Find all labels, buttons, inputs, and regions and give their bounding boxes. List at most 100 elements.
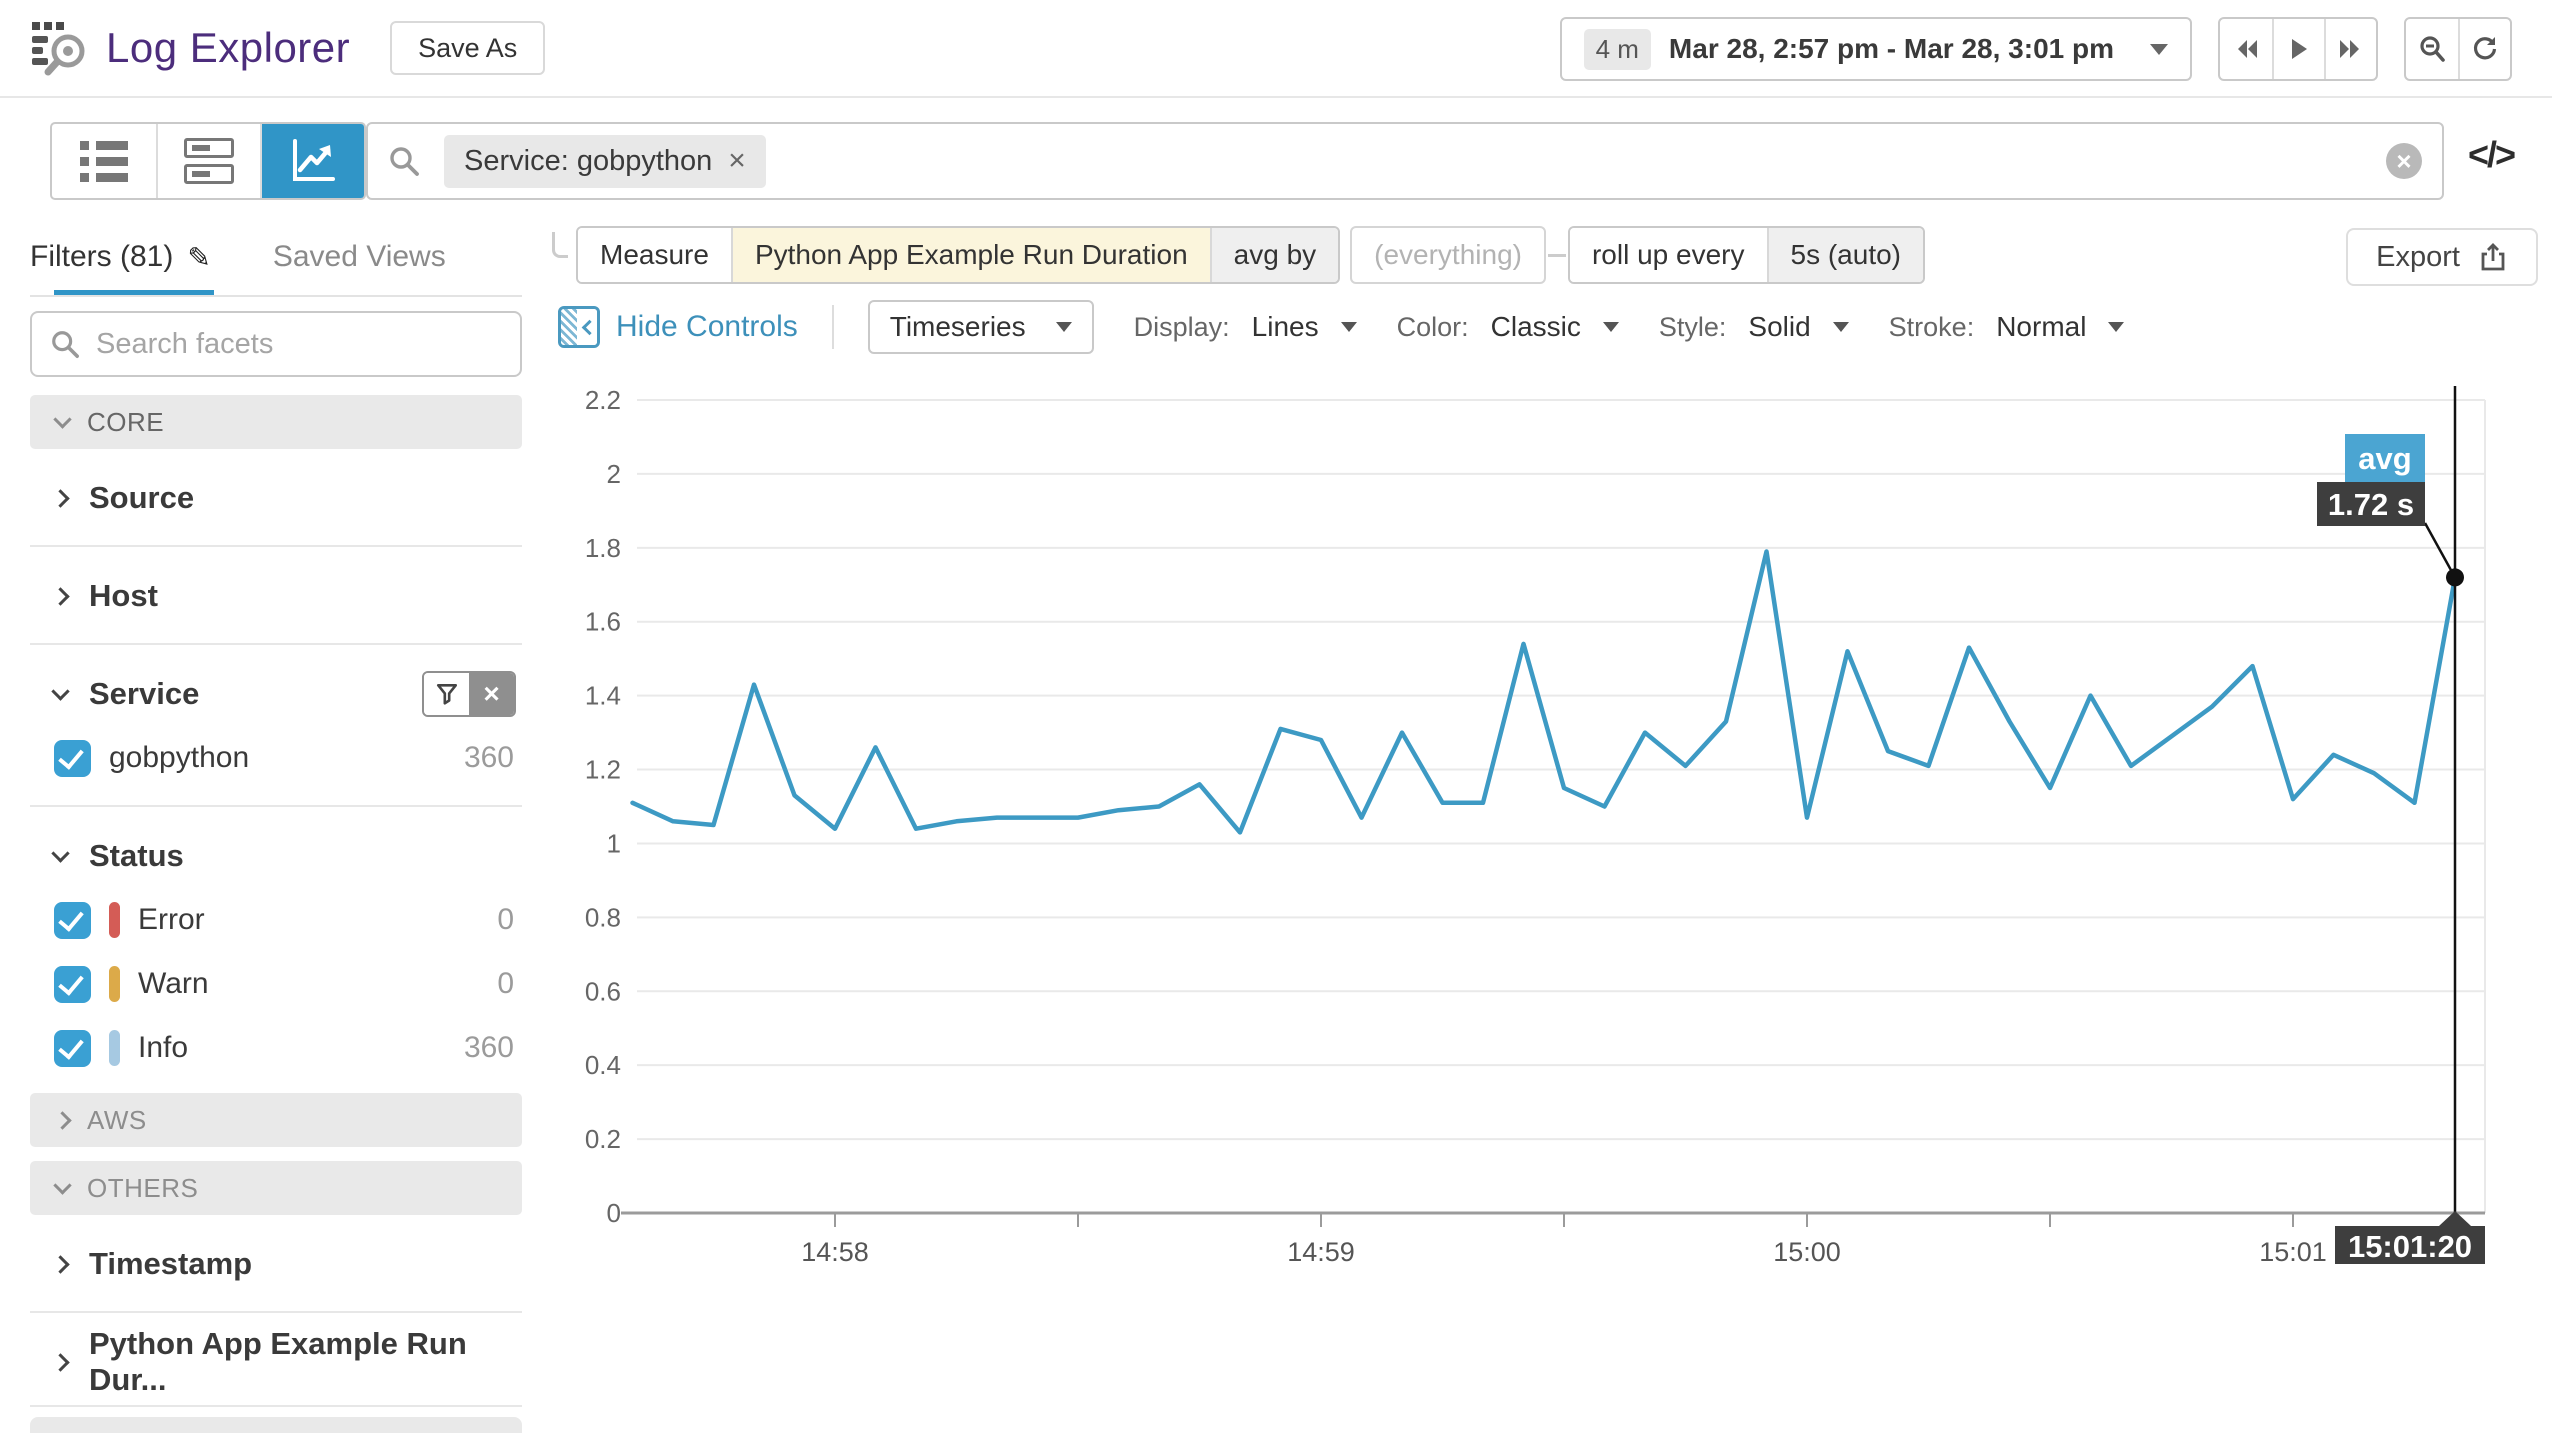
hide-controls-link[interactable]: Hide Controls — [616, 310, 798, 343]
chevron-down-icon — [53, 409, 72, 429]
edit-filters-icon[interactable]: ✎ — [187, 241, 211, 273]
remove-tag-icon[interactable]: × — [728, 144, 746, 177]
time-play-button[interactable] — [2272, 19, 2324, 79]
app-header: Log Explorer Save As 4 m Mar 28, 2:57 pm… — [0, 0, 2552, 98]
search-icon — [390, 147, 419, 176]
refresh-button[interactable] — [2458, 19, 2510, 79]
color-value: Classic — [1490, 311, 1581, 342]
code-view-toggle[interactable]: </> — [2468, 134, 2516, 175]
svg-text:0.4: 0.4 — [585, 1050, 621, 1080]
tab-filters[interactable]: Filters (81) ✎ — [30, 240, 211, 274]
facet-search-box[interactable] — [30, 311, 522, 377]
zoom-out-button[interactable] — [2406, 19, 2458, 79]
clear-filter-button[interactable]: × — [469, 673, 514, 715]
svg-text:15:00: 15:00 — [1773, 1237, 1841, 1264]
style-value: Solid — [1748, 311, 1811, 342]
facet-value-info[interactable]: Info 360 — [30, 1025, 522, 1071]
search-filter-tag[interactable]: Service: gobpython × — [444, 134, 766, 188]
stroke-label: Stroke: — [1888, 311, 1975, 342]
facet-value-label: Info — [138, 1031, 189, 1064]
clear-search-button[interactable]: × — [2386, 143, 2422, 179]
section-header-aws[interactable]: AWS — [30, 1093, 522, 1147]
filter-funnel-button[interactable] — [424, 673, 469, 715]
facet-value-warn[interactable]: Warn 0 — [30, 961, 522, 1007]
aws-header-label: AWS — [87, 1104, 147, 1135]
divider — [30, 643, 522, 645]
save-as-button[interactable]: Save As — [390, 21, 546, 75]
style-select[interactable]: Solid — [1748, 311, 1849, 343]
time-widget: 4 m Mar 28, 2:57 pm - Mar 28, 3:01 pm — [1559, 17, 2512, 81]
chevron-down-icon — [2150, 43, 2168, 55]
rollup-group: roll up every 5s (auto) — [1567, 226, 1925, 284]
chevron-right-icon — [53, 1110, 72, 1130]
time-backward-button[interactable] — [2220, 19, 2272, 79]
hide-controls-icon[interactable] — [558, 306, 600, 348]
svg-text:1: 1 — [607, 828, 621, 858]
facet-value-gobpython[interactable]: gobpython 360 — [30, 735, 522, 781]
page-title: Log Explorer — [106, 24, 351, 71]
checkbox-checked[interactable] — [54, 901, 91, 939]
zoom-refresh-group — [2404, 17, 2512, 81]
measure-type-button[interactable]: Measure — [578, 228, 731, 282]
divider — [30, 1311, 522, 1313]
chart-type-select[interactable]: Timeseries — [867, 300, 1094, 354]
svg-text:1.2: 1.2 — [585, 755, 621, 785]
facet-value-label: gobpython — [109, 741, 250, 774]
list-view-button[interactable] — [52, 124, 156, 198]
time-forward-button[interactable] — [2324, 19, 2376, 79]
log-explorer-icon — [32, 22, 85, 76]
facet-host[interactable]: Host — [30, 573, 522, 619]
svg-text:15:01: 15:01 — [2259, 1237, 2327, 1264]
section-header-others[interactable]: OTHERS — [30, 1161, 522, 1215]
stream-view-button[interactable] — [156, 124, 260, 198]
facet-value-count: 360 — [463, 741, 514, 774]
timestamp-label: Timestamp — [89, 1246, 253, 1281]
color-select[interactable]: Classic — [1491, 311, 1619, 343]
aggregation-button[interactable]: avg by — [1209, 228, 1339, 282]
facet-source[interactable]: Source — [30, 475, 522, 521]
facet-value-label: Warn — [138, 967, 209, 1000]
zoom-out-icon — [2420, 36, 2445, 62]
rollup-label-button[interactable]: roll up every — [1569, 228, 1767, 282]
facet-status[interactable]: Status — [30, 833, 522, 879]
svg-text:0.6: 0.6 — [585, 976, 621, 1006]
section-header-core[interactable]: CORE — [30, 395, 522, 449]
facet-value-error[interactable]: Error 0 — [30, 897, 522, 943]
checkbox-checked[interactable] — [54, 739, 91, 777]
facet-timestamp[interactable]: Timestamp — [30, 1241, 522, 1287]
facet-run-duration[interactable]: Python App Example Run Dur... — [30, 1326, 522, 1397]
group-by-button[interactable]: (everything) — [1350, 226, 1546, 284]
export-button[interactable]: Export — [2346, 228, 2538, 286]
facet-service[interactable]: Service × — [30, 671, 522, 717]
divider — [30, 805, 522, 807]
export-share-icon — [2481, 243, 2505, 271]
status-color-info — [109, 1030, 120, 1066]
filters-tab-label: Filters (81) — [30, 240, 174, 273]
search-icon — [52, 331, 79, 358]
search-input[interactable]: Service: gobpython × × — [366, 122, 2444, 200]
core-header-label: CORE — [87, 406, 165, 437]
service-filter-control: × — [422, 671, 516, 717]
export-label: Export — [2376, 240, 2460, 273]
svg-text:2.2: 2.2 — [585, 385, 621, 415]
measure-field-button[interactable]: Python App Example Run Duration — [730, 228, 1210, 282]
chart-type-value: Timeseries — [889, 311, 1026, 342]
facet-value-count: 360 — [463, 1031, 514, 1064]
facet-search-input[interactable] — [96, 327, 476, 361]
rollup-value-button[interactable]: 5s (auto) — [1766, 228, 1923, 282]
time-range-selector[interactable]: 4 m Mar 28, 2:57 pm - Mar 28, 3:01 pm — [1559, 17, 2192, 81]
svg-text:1.72 s: 1.72 s — [2328, 487, 2414, 522]
checkbox-checked[interactable] — [54, 965, 91, 1003]
checkbox-checked[interactable] — [54, 1029, 91, 1067]
graph-view-button[interactable] — [260, 124, 364, 198]
display-select[interactable]: Lines — [1252, 311, 1357, 343]
stroke-select[interactable]: Normal — [1996, 311, 2125, 343]
host-label: Host — [89, 578, 158, 613]
filter-tag-label: Service: gobpython — [464, 144, 713, 177]
service-label: Service — [89, 676, 200, 711]
active-tab-underline — [54, 290, 214, 297]
tab-saved-views[interactable]: Saved Views — [272, 240, 446, 273]
timeseries-chart[interactable]: 0 0.2 0.4 0.6 0.8 1 1.2 1.4 1.6 1.8 2 2.2 14:58 14:59… — [580, 378, 2552, 1267]
query-dash — [1547, 253, 1566, 257]
measure-group: Measure Python App Example Run Duration … — [576, 226, 1341, 284]
